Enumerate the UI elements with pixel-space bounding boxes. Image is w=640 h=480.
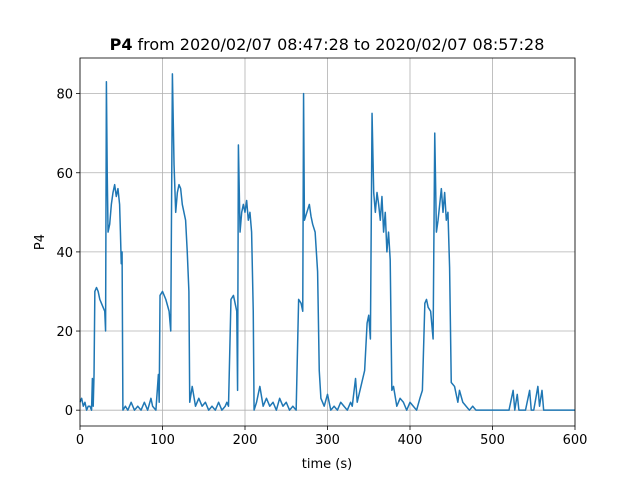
x-tick-label: 200 bbox=[233, 433, 258, 448]
x-tick-label: 300 bbox=[315, 433, 340, 448]
title-bold: P4 bbox=[110, 35, 133, 54]
x-tick-label: 0 bbox=[76, 433, 84, 448]
y-tick-label: 20 bbox=[56, 325, 73, 340]
x-axis-label: time (s) bbox=[302, 457, 352, 472]
title-rest: from 2020/02/07 08:47:28 to 2020/02/07 0… bbox=[137, 35, 544, 54]
plot-frame bbox=[79, 57, 576, 427]
x-tick-label: 400 bbox=[398, 433, 423, 448]
x-tick-label: 600 bbox=[563, 433, 588, 448]
y-tick-label: 40 bbox=[56, 246, 73, 261]
y-axis-label: P4 bbox=[33, 234, 48, 250]
y-tick-label: 60 bbox=[56, 167, 73, 182]
chart-title: P4 from 2020/02/07 08:47:28 to 2020/02/07… bbox=[110, 35, 545, 54]
x-tick-label: 500 bbox=[480, 433, 505, 448]
x-tick-label: 100 bbox=[150, 433, 175, 448]
data-line bbox=[79, 73, 575, 411]
y-tick-label: 80 bbox=[56, 88, 73, 103]
y-tick-label: 0 bbox=[65, 404, 73, 419]
